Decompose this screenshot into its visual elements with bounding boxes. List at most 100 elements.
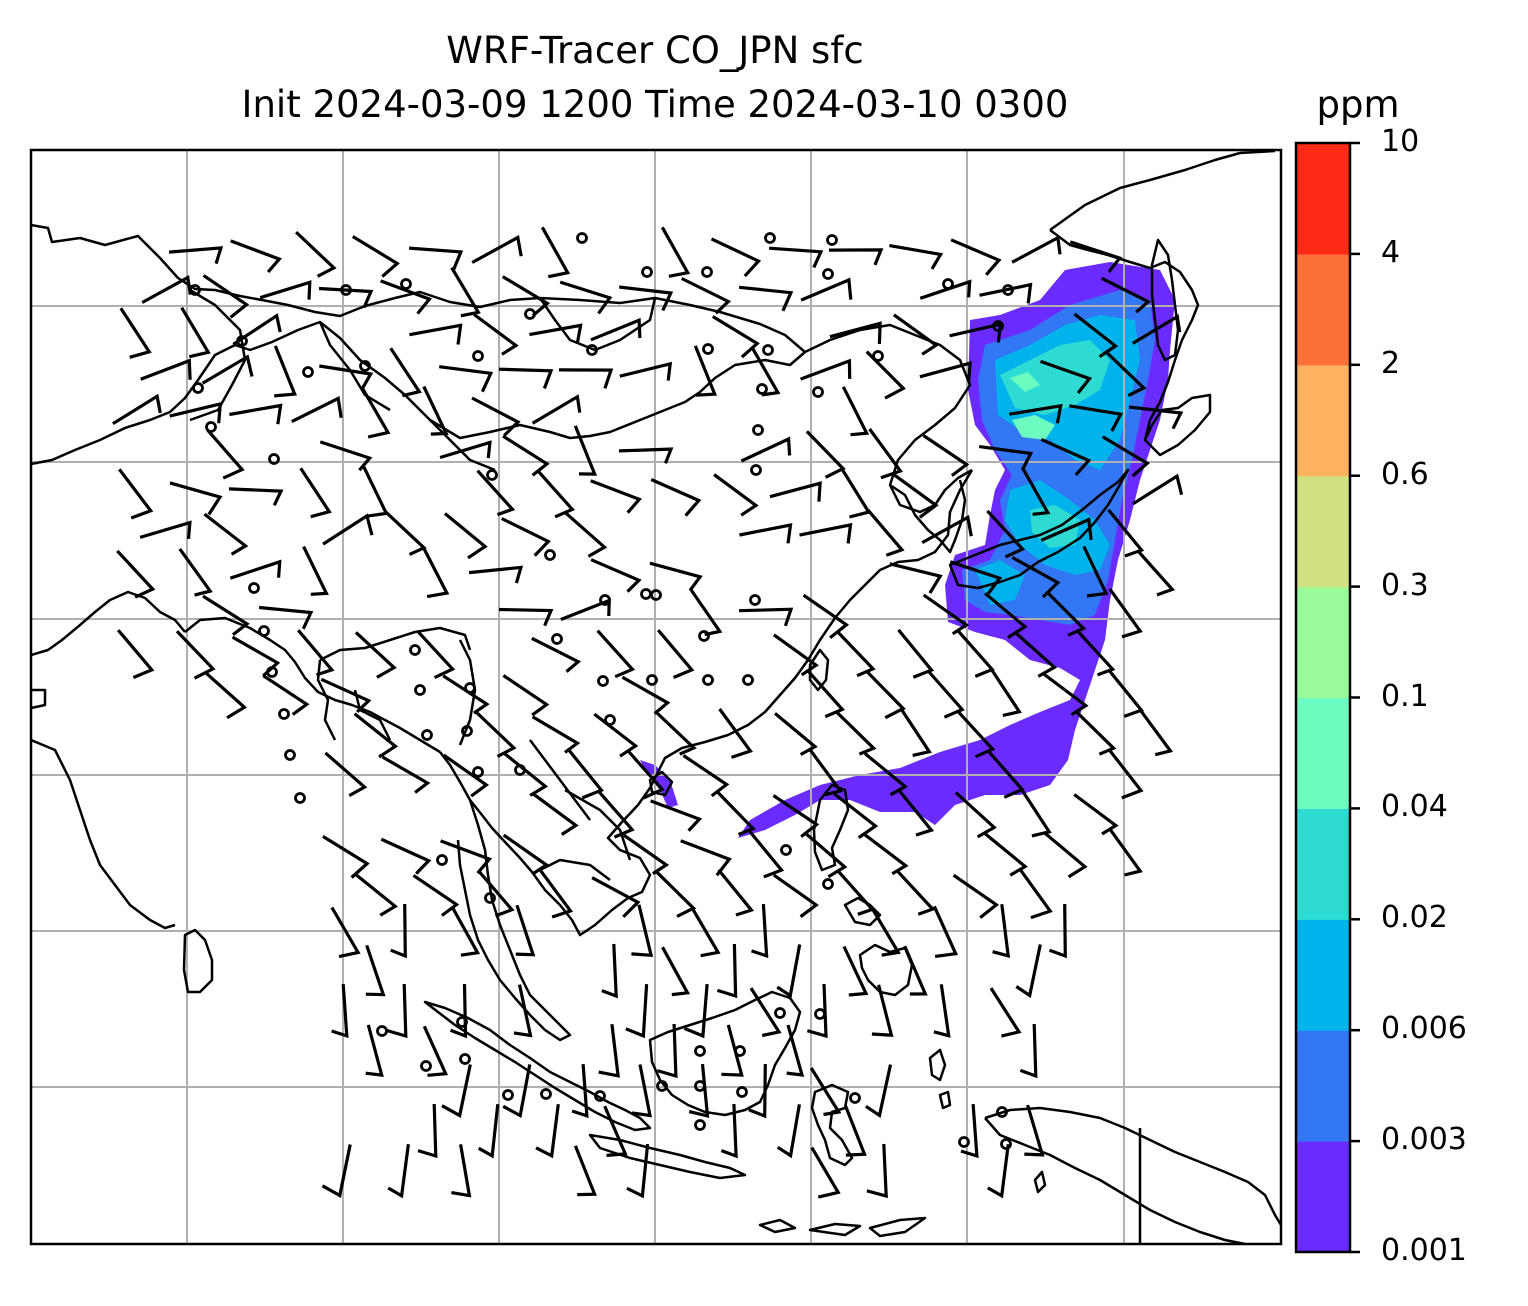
wind-barb bbox=[118, 468, 154, 520]
calm-wind-marker bbox=[826, 234, 838, 246]
wind-barb bbox=[320, 677, 372, 714]
wind-barb bbox=[690, 906, 721, 958]
wind-barb bbox=[1107, 508, 1145, 558]
wind-barb bbox=[739, 522, 793, 544]
colorbar-segment bbox=[1296, 586, 1350, 699]
wind-barb bbox=[688, 587, 723, 637]
wind-barb bbox=[351, 235, 400, 278]
coastline-borneo bbox=[648, 990, 802, 1117]
calm-wind-marker bbox=[484, 892, 496, 904]
calm-wind-marker bbox=[812, 386, 824, 398]
coastline-korea-peninsula bbox=[889, 479, 967, 554]
wind-barb bbox=[533, 793, 579, 836]
wind-barb bbox=[560, 598, 611, 621]
colorbar-tick-label: 0.04 bbox=[1381, 789, 1448, 825]
colorbar-tick-label: 0.001 bbox=[1381, 1233, 1467, 1268]
wind-barb bbox=[321, 1144, 352, 1198]
calm-wind-marker bbox=[294, 792, 306, 804]
wind-barb bbox=[558, 368, 614, 389]
wind-barb bbox=[601, 943, 618, 999]
wind-barb bbox=[650, 478, 702, 517]
wind-barb bbox=[438, 365, 494, 393]
wind-barb bbox=[273, 345, 297, 398]
colorbar-tick-label: 0.006 bbox=[1381, 1011, 1467, 1047]
calm-wind-marker bbox=[780, 844, 792, 856]
wind-barb bbox=[360, 386, 391, 439]
wind-barb bbox=[140, 358, 192, 381]
wind-barb bbox=[654, 710, 697, 756]
calm-wind-marker bbox=[694, 1045, 706, 1057]
wind-barb bbox=[476, 869, 515, 918]
wind-barb bbox=[230, 239, 283, 274]
wind-barb bbox=[591, 876, 641, 919]
wind-barb bbox=[992, 904, 1011, 958]
wind-barb bbox=[203, 512, 249, 556]
calm-wind-marker bbox=[694, 1119, 706, 1131]
calm-wind-marker bbox=[461, 725, 473, 737]
wind-barb bbox=[919, 279, 972, 300]
wind-barb bbox=[598, 1024, 620, 1078]
wind-barb bbox=[390, 903, 407, 959]
wind-barb bbox=[738, 607, 794, 627]
calm-wind-marker bbox=[702, 674, 714, 686]
calm-wind-marker bbox=[248, 582, 260, 594]
plume-region bbox=[1010, 372, 1040, 392]
wind-barb bbox=[1040, 517, 1093, 542]
wind-barb bbox=[979, 282, 1033, 304]
wind-barb bbox=[468, 565, 524, 584]
wind-barb bbox=[573, 1145, 597, 1197]
wind-barb bbox=[324, 751, 368, 798]
wind-barb bbox=[540, 226, 571, 279]
wind-barb bbox=[531, 394, 582, 425]
calm-wind-marker bbox=[958, 1136, 970, 1148]
calm-wind-marker bbox=[656, 1080, 668, 1092]
wind-barb bbox=[926, 669, 965, 719]
wind-barb bbox=[622, 833, 670, 875]
wind-barb bbox=[354, 631, 397, 679]
wind-barb bbox=[842, 945, 869, 997]
calm-wind-marker bbox=[409, 644, 421, 656]
wind-barb bbox=[786, 1024, 805, 1077]
wind-barb bbox=[538, 868, 574, 919]
wind-barb bbox=[228, 487, 284, 506]
wind-barb bbox=[693, 345, 718, 397]
coastline-japan-honshu bbox=[948, 468, 1130, 590]
wind-barb bbox=[596, 789, 635, 839]
wind-barb bbox=[502, 833, 550, 876]
coastline-bay-of-bengal bbox=[184, 616, 441, 754]
colorbar-tick-label: 0.02 bbox=[1381, 900, 1448, 936]
wind-barb bbox=[1101, 435, 1151, 478]
colorbar-tick-label: 10 bbox=[1381, 124, 1420, 159]
wind-barb bbox=[422, 385, 449, 436]
wind-barb bbox=[841, 386, 870, 437]
wind-barb bbox=[903, 945, 928, 996]
wind-barb bbox=[650, 799, 703, 832]
colorbar bbox=[1294, 141, 1360, 1254]
coastline-taiwan bbox=[808, 648, 830, 692]
calm-wind-marker bbox=[764, 232, 776, 244]
wind-barb bbox=[956, 629, 995, 678]
border-china-interior bbox=[189, 288, 657, 881]
wind-barb bbox=[291, 395, 343, 424]
wind-barb bbox=[1014, 631, 1058, 678]
coastline-hainan bbox=[648, 770, 674, 797]
coastline-philippines-mindanao bbox=[843, 896, 914, 997]
wind-barb bbox=[740, 436, 792, 463]
calm-wind-marker bbox=[258, 625, 270, 637]
colorbar-segment bbox=[1296, 919, 1350, 1031]
colorbar-tick-label: 0.3 bbox=[1381, 567, 1429, 603]
wind-barb bbox=[799, 522, 853, 544]
wind-barb bbox=[473, 313, 519, 356]
wind-barb bbox=[365, 944, 386, 997]
wind-barb bbox=[893, 473, 939, 519]
wind-barb bbox=[202, 274, 250, 319]
wind-barb bbox=[319, 364, 374, 390]
colorbar-tick-label: 0.1 bbox=[1381, 678, 1429, 714]
wind-barb bbox=[865, 350, 906, 400]
wind-barb bbox=[442, 674, 490, 715]
wind-barb bbox=[116, 629, 155, 679]
calm-wind-marker bbox=[586, 344, 598, 356]
wind-barb bbox=[715, 790, 756, 836]
wind-barb bbox=[1069, 240, 1123, 273]
colorbar-segment bbox=[1296, 697, 1350, 809]
